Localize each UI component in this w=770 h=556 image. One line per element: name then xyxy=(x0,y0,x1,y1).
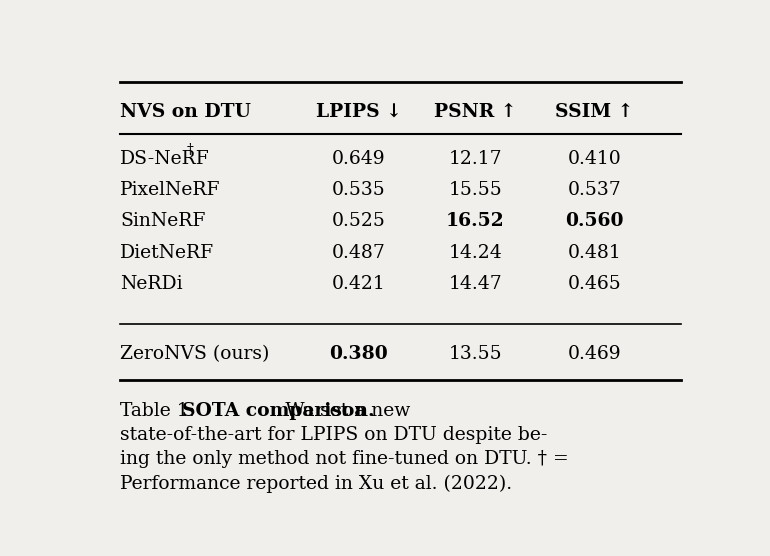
Text: DS-NeRF: DS-NeRF xyxy=(120,150,210,168)
Text: 0.481: 0.481 xyxy=(567,244,621,261)
Text: PSNR ↑: PSNR ↑ xyxy=(434,103,517,121)
Text: †: † xyxy=(187,143,194,157)
Text: 0.525: 0.525 xyxy=(332,212,386,230)
Text: SOTA comparison.: SOTA comparison. xyxy=(182,401,374,420)
Text: ing the only method not fine-tuned on DTU. † =: ing the only method not fine-tuned on DT… xyxy=(120,450,569,468)
Text: 15.55: 15.55 xyxy=(448,181,502,199)
Text: SinNeRF: SinNeRF xyxy=(120,212,206,230)
Text: 0.465: 0.465 xyxy=(567,275,621,293)
Text: state-of-the-art for LPIPS on DTU despite be-: state-of-the-art for LPIPS on DTU despit… xyxy=(120,426,547,444)
Text: PixelNeRF: PixelNeRF xyxy=(120,181,221,199)
Text: 0.487: 0.487 xyxy=(332,244,386,261)
Text: 0.537: 0.537 xyxy=(567,181,621,199)
Text: 12.17: 12.17 xyxy=(448,150,502,168)
Text: ZeroNVS (ours): ZeroNVS (ours) xyxy=(120,345,270,364)
Text: 13.55: 13.55 xyxy=(448,345,502,364)
Text: 14.24: 14.24 xyxy=(448,244,502,261)
Text: 0.421: 0.421 xyxy=(332,275,386,293)
Text: NVS on DTU: NVS on DTU xyxy=(120,103,251,121)
Text: 0.649: 0.649 xyxy=(332,150,386,168)
Text: Performance reported in Xu et al. (2022).: Performance reported in Xu et al. (2022)… xyxy=(120,475,512,493)
Text: 0.410: 0.410 xyxy=(567,150,621,168)
Text: LPIPS ↓: LPIPS ↓ xyxy=(316,103,402,121)
Text: Table 1:: Table 1: xyxy=(120,401,204,420)
Text: 0.535: 0.535 xyxy=(332,181,386,199)
Text: 0.469: 0.469 xyxy=(567,345,621,364)
Text: 0.380: 0.380 xyxy=(330,345,388,364)
Text: 0.560: 0.560 xyxy=(565,212,624,230)
Text: SSIM ↑: SSIM ↑ xyxy=(555,103,634,121)
Text: NeRDi: NeRDi xyxy=(120,275,182,293)
Text: 14.47: 14.47 xyxy=(448,275,502,293)
Text: 16.52: 16.52 xyxy=(446,212,504,230)
Text: We set a new: We set a new xyxy=(276,401,410,420)
Text: DietNeRF: DietNeRF xyxy=(120,244,214,261)
